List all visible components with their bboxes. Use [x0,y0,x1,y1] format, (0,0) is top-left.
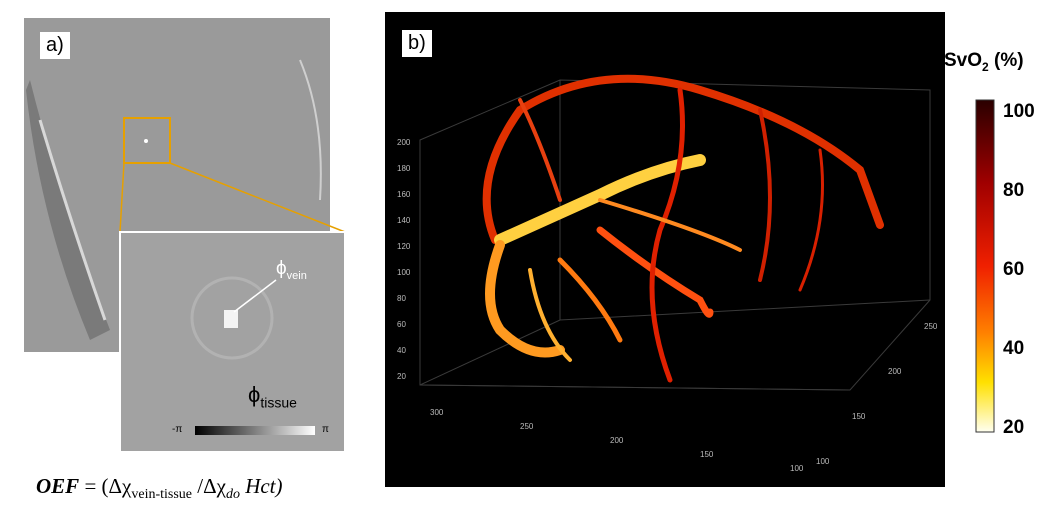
colorbar-tick-label: 40 [1003,338,1024,360]
formula-sub: do [226,487,240,502]
z-tick-label: 140 [397,216,410,225]
colorbar-tick-label: 100 [1003,101,1035,123]
inset-vein [224,310,238,328]
z-tick-label: 100 [397,268,410,277]
phi-vein-label: ϕvein [276,258,307,282]
z-tick-label: 60 [397,320,406,329]
page: a) ϕvein ϕtissue -π π OEF = (Δχvein-tiss… [0,0,1060,518]
panel-label: a) [40,32,70,59]
scale-min: -π [172,424,182,435]
symbol: ϕ [248,382,260,407]
x-tick-label: 200 [610,436,623,445]
subscript: vein [287,270,307,282]
colorbar-title: SvO2 (%) [944,50,1024,74]
formula-part: = (Δχ [79,474,131,498]
z-tick-label: 40 [397,346,406,355]
figure [0,0,1060,518]
formula-sub: vein-tissue [131,487,192,502]
z-tick-label: 200 [397,138,410,147]
panel-label: b) [402,30,432,57]
z-tick-label: 120 [397,242,410,251]
vein-dot [144,139,148,143]
formula-lhs: OEF [36,474,79,498]
formula: OEF = (Δχvein-tissue /Δχdo Hct) [36,474,283,503]
z-tick-label: 80 [397,294,406,303]
formula-part: Hct) [240,474,283,498]
x-tick-label: 100 [790,464,803,473]
title-sub: 2 [982,60,989,74]
x-tick-label: 300 [430,408,443,417]
z-tick-label: 160 [397,190,410,199]
x-tick-label: 150 [700,450,713,459]
colorbar [976,100,994,432]
symbol: ϕ [276,258,287,279]
phi-tissue-label: ϕtissue [248,382,297,410]
y-tick-label: 100 [816,457,829,466]
title-part: (%) [989,50,1024,71]
inset-image [120,232,345,452]
colorbar-tick-label: 60 [1003,259,1024,281]
y-tick-label: 250 [924,322,937,331]
y-tick-label: 200 [888,367,901,376]
y-tick-label: 150 [852,412,865,421]
scale-max: π [322,424,329,435]
x-tick-label: 250 [520,422,533,431]
subscript: tissue [260,394,297,410]
z-tick-label: 20 [397,372,406,381]
colorbar-tick-label: 20 [1003,417,1024,439]
title-part: SvO [944,50,982,71]
phase-scale [195,426,315,435]
colorbar-tick-label: 80 [1003,180,1024,202]
formula-part: /Δχ [192,474,226,498]
z-tick-label: 180 [397,164,410,173]
